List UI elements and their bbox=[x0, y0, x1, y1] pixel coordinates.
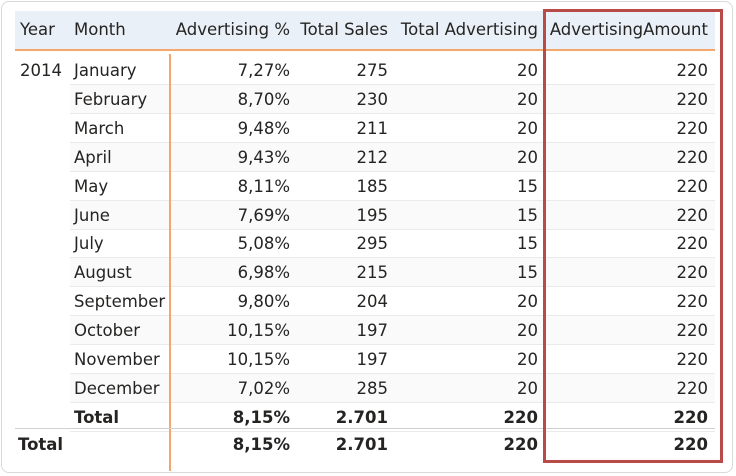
advertising-amount-cell[interactable]: 220 bbox=[676, 147, 709, 167]
total-sales-cell[interactable]: 215 bbox=[356, 263, 389, 283]
grand-total-divider bbox=[15, 428, 715, 429]
subtotal-total-advertising-cell: 220 bbox=[503, 407, 538, 427]
month-cell[interactable]: July bbox=[74, 234, 104, 254]
total-sales-cell[interactable]: 197 bbox=[356, 350, 389, 369]
advertising-amount-cell[interactable]: 220 bbox=[676, 234, 709, 254]
table-row[interactable] bbox=[70, 345, 715, 374]
advertising-amount-cell[interactable]: 220 bbox=[676, 118, 709, 138]
grand-total-advertising-amount: 220 bbox=[673, 435, 708, 454]
total-advertising-cell[interactable]: 20 bbox=[517, 350, 538, 369]
subtotal-total-sales-cell: 2.701 bbox=[335, 407, 388, 427]
grand-total-label: Total bbox=[18, 435, 64, 454]
month-cell[interactable]: January bbox=[74, 61, 137, 80]
advertising-percent-cell[interactable]: 9,80% bbox=[237, 292, 290, 312]
grand-total-total-advertising: 220 bbox=[503, 435, 538, 454]
advertising-amount-cell[interactable]: 220 bbox=[676, 350, 709, 369]
advertising-percent-cell[interactable]: 6,98% bbox=[237, 263, 290, 283]
table-row[interactable] bbox=[70, 287, 715, 317]
advertising-percent-cell[interactable]: 7,27% bbox=[237, 61, 290, 80]
subtotal-advertising-percent-cell: 8,15% bbox=[232, 407, 290, 427]
table-row[interactable] bbox=[70, 142, 715, 172]
advertising-percent-cell[interactable]: 8,70% bbox=[237, 89, 290, 109]
total-advertising-cell[interactable]: 20 bbox=[517, 89, 538, 109]
advertising-percent-cell[interactable]: 10,15% bbox=[227, 321, 290, 341]
column-header-advertising-percent[interactable]: Advertising % bbox=[175, 20, 290, 39]
total-advertising-cell[interactable]: 20 bbox=[517, 378, 538, 398]
advertising-amount-cell[interactable]: 220 bbox=[676, 292, 709, 312]
grand-total-advertising-percent: 8,15% bbox=[232, 435, 290, 454]
column-header-year[interactable]: Year bbox=[20, 20, 55, 39]
month-cell[interactable]: February bbox=[74, 89, 148, 109]
advertising-amount-cell[interactable]: 220 bbox=[676, 89, 709, 109]
column-header-total-sales[interactable]: Total Sales bbox=[300, 20, 388, 39]
total-sales-cell[interactable]: 197 bbox=[356, 321, 389, 341]
month-cell[interactable]: April bbox=[74, 147, 112, 167]
month-cell[interactable]: September bbox=[74, 292, 166, 312]
month-cell[interactable]: October bbox=[74, 321, 141, 341]
table-row[interactable] bbox=[70, 316, 715, 346]
advertising-percent-cell[interactable]: 7,69% bbox=[237, 205, 290, 225]
month-cell[interactable]: November bbox=[74, 350, 160, 369]
advertising-percent-cell[interactable]: 8,11% bbox=[237, 176, 290, 196]
total-sales-cell[interactable]: 275 bbox=[356, 61, 389, 80]
table-row[interactable] bbox=[70, 373, 715, 403]
total-sales-cell[interactable]: 204 bbox=[356, 292, 389, 312]
total-sales-cell[interactable]: 230 bbox=[356, 89, 389, 109]
header-row: Year Month Advertising % Total Sales Tot… bbox=[15, 11, 715, 51]
grand-total-total-sales: 2.701 bbox=[335, 435, 388, 454]
total-sales-cell[interactable]: 211 bbox=[356, 118, 389, 138]
advertising-percent-cell[interactable]: 9,48% bbox=[237, 118, 290, 138]
table-row[interactable] bbox=[70, 56, 715, 85]
advertising-amount-cell[interactable]: 220 bbox=[676, 263, 709, 283]
total-sales-cell[interactable]: 185 bbox=[356, 176, 389, 196]
column-header-advertising-amount[interactable]: AdvertisingAmount bbox=[549, 20, 708, 39]
table-row[interactable] bbox=[70, 229, 715, 259]
subtotal-month-cell: Total bbox=[74, 407, 120, 427]
table-row[interactable] bbox=[70, 200, 715, 230]
table-row[interactable] bbox=[70, 172, 715, 201]
total-advertising-cell[interactable]: 15 bbox=[517, 176, 538, 196]
month-cell[interactable]: May bbox=[74, 176, 109, 196]
total-advertising-cell[interactable]: 15 bbox=[517, 205, 538, 225]
total-sales-cell[interactable]: 295 bbox=[356, 234, 389, 254]
year-cell[interactable]: 2014 bbox=[20, 61, 62, 80]
table-row[interactable] bbox=[70, 258, 715, 288]
total-advertising-cell[interactable]: 20 bbox=[517, 147, 538, 167]
total-advertising-cell[interactable]: 20 bbox=[517, 61, 538, 80]
month-cell[interactable]: March bbox=[74, 118, 125, 138]
advertising-percent-cell[interactable]: 5,08% bbox=[237, 234, 290, 254]
month-cell[interactable]: June bbox=[74, 205, 110, 225]
total-advertising-cell[interactable]: 20 bbox=[517, 321, 538, 341]
column-header-month[interactable]: Month bbox=[74, 20, 126, 39]
total-advertising-cell[interactable]: 20 bbox=[517, 292, 538, 312]
advertising-percent-cell[interactable]: 9,43% bbox=[237, 147, 290, 167]
column-header-total-advertising[interactable]: Total Advertising bbox=[400, 20, 538, 39]
advertising-percent-cell[interactable]: 7,02% bbox=[237, 378, 290, 398]
advertising-amount-cell[interactable]: 220 bbox=[676, 205, 709, 225]
subtotal-row[interactable] bbox=[70, 403, 715, 432]
total-advertising-cell[interactable]: 15 bbox=[517, 234, 538, 254]
advertising-percent-cell[interactable]: 10,15% bbox=[227, 350, 290, 369]
advertising-amount-cell[interactable]: 220 bbox=[676, 321, 709, 341]
total-sales-cell[interactable]: 285 bbox=[356, 378, 389, 398]
total-advertising-cell[interactable]: 15 bbox=[517, 263, 538, 283]
total-sales-cell[interactable]: 195 bbox=[356, 205, 389, 225]
row-header-divider bbox=[169, 54, 171, 471]
advertising-amount-cell[interactable]: 220 bbox=[676, 176, 709, 196]
month-cell[interactable]: August bbox=[74, 263, 132, 283]
advertising-amount-cell[interactable]: 220 bbox=[676, 378, 709, 398]
table-row[interactable] bbox=[70, 84, 715, 114]
total-advertising-cell[interactable]: 20 bbox=[517, 118, 538, 138]
subtotal-advertising-amount-cell: 220 bbox=[673, 407, 708, 427]
month-cell[interactable]: December bbox=[74, 378, 160, 398]
total-sales-cell[interactable]: 212 bbox=[356, 147, 389, 167]
advertising-amount-cell[interactable]: 220 bbox=[676, 61, 709, 80]
table-row[interactable] bbox=[70, 114, 715, 143]
